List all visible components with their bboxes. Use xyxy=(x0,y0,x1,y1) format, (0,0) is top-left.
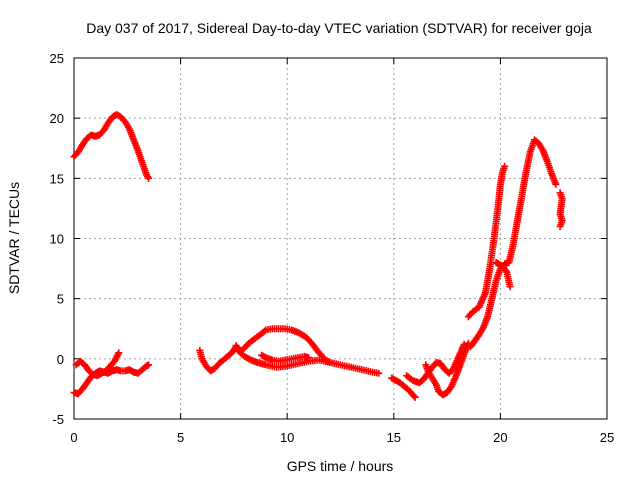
y-tick-label: 10 xyxy=(50,232,64,247)
data-point xyxy=(552,180,560,188)
series-track-h xyxy=(464,162,509,321)
data-point xyxy=(556,222,564,230)
data-point xyxy=(145,174,153,182)
series-track-d xyxy=(258,351,313,365)
y-tick-label: 20 xyxy=(50,111,64,126)
x-tick-label: 10 xyxy=(280,430,294,445)
y-axis-label: SDTVAR / TECUs xyxy=(6,182,22,294)
data-point xyxy=(411,393,419,401)
series-track-j xyxy=(492,259,514,291)
series-track-a-low-2 xyxy=(72,349,123,380)
series-track-a-high xyxy=(70,111,153,182)
data-point xyxy=(324,358,332,366)
data-point xyxy=(502,267,510,275)
data-point xyxy=(501,162,509,170)
data-point xyxy=(260,327,268,335)
data-marks xyxy=(70,111,566,401)
x-tick-labels: 0 5 10 15 20 25 xyxy=(70,430,614,445)
grid xyxy=(74,58,607,419)
x-axis-label: GPS time / hours xyxy=(287,458,394,474)
y-tick-labels: -5 0 5 10 15 20 25 xyxy=(50,51,64,427)
x-tick-label: 25 xyxy=(600,430,614,445)
y-tick-label: 15 xyxy=(50,171,64,186)
y-tick-label: 0 xyxy=(57,352,64,367)
data-point xyxy=(145,361,153,369)
y-tick-label: -5 xyxy=(52,412,64,427)
x-tick-label: 15 xyxy=(387,430,401,445)
x-tick-label: 0 xyxy=(70,430,77,445)
chart-title: Day 037 of 2017, Sidereal Day-to-day VTE… xyxy=(86,20,592,36)
data-point xyxy=(305,354,313,362)
series-track-c xyxy=(232,325,334,366)
data-point xyxy=(326,358,334,366)
series-track-e xyxy=(388,374,419,401)
series-track-g xyxy=(422,339,472,399)
x-tick-label: 5 xyxy=(177,430,184,445)
data-point xyxy=(506,283,514,291)
series-track-i xyxy=(467,136,560,351)
data-point xyxy=(115,349,123,357)
data-point xyxy=(410,392,418,400)
axis-ticks xyxy=(73,57,608,420)
series-track-k xyxy=(556,189,566,230)
data-point xyxy=(375,369,383,377)
y-tick-label: 25 xyxy=(50,51,64,66)
x-tick-label: 20 xyxy=(493,430,507,445)
y-tick-label: 5 xyxy=(57,292,64,307)
